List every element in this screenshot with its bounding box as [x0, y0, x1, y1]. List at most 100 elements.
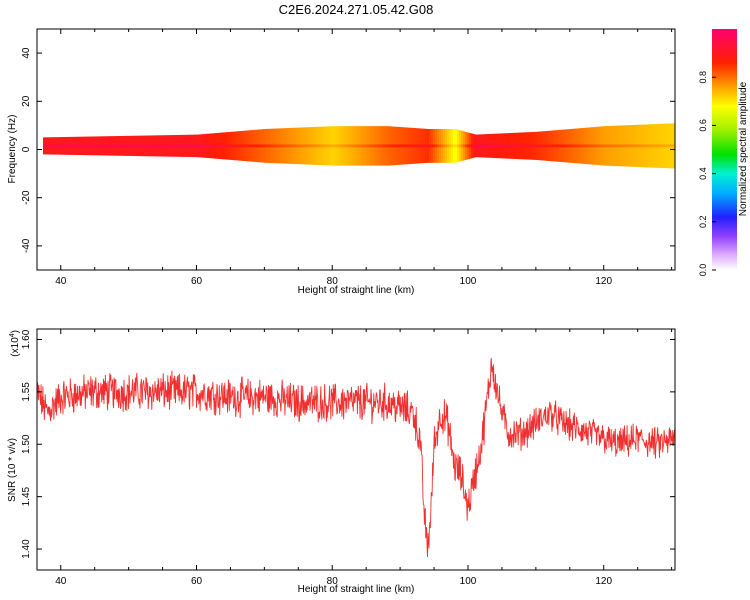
spectrogram-core-cell [581, 144, 584, 148]
spectrogram-core-cell [477, 144, 480, 148]
spectrogram-core-cell [103, 144, 106, 148]
spectrogram-core-cell [393, 144, 396, 148]
spectrogram-core-cell [157, 144, 160, 148]
spectrogram-core-cell [583, 144, 586, 148]
spectrogram-core-cell [407, 144, 410, 148]
spectrogram-core-cell [65, 144, 68, 148]
spectrogram-core-cell [507, 144, 510, 148]
spectrogram-core-cell [611, 144, 614, 148]
spectrogram-core-cell [453, 144, 456, 148]
snr-x-tick-label: 120 [595, 576, 612, 587]
spectrogram-core-cell [311, 144, 314, 148]
spectrogram-core-cell [539, 144, 542, 148]
spectrogram-core-cell [289, 144, 292, 148]
spectrogram-core-cell [151, 144, 154, 148]
spectrogram-core-cell [315, 144, 318, 148]
spectrogram-core-cell [399, 144, 402, 148]
spectrogram-core-cell [435, 144, 438, 148]
spectrogram-core-cell [519, 144, 522, 148]
spectrogram-core-cell [457, 144, 460, 148]
spectrogram-core-cell [277, 144, 280, 148]
spectrogram-core-cell [177, 144, 180, 148]
spectrogram-core-cell [417, 144, 420, 148]
spectrogram-core-cell [601, 144, 604, 148]
spectrogram-core-cell [55, 144, 58, 148]
spectrogram-core-cell [673, 144, 675, 148]
snr-y-axis-label: SNR (10 * v/v) [7, 438, 18, 502]
spectrogram-core-cell [219, 144, 222, 148]
colorbar-tick-label: 0.0 [698, 264, 708, 277]
spectrogram-core-cell [313, 144, 316, 148]
spectrogram-core-cell [587, 144, 590, 148]
spectrogram-core-cell [125, 144, 128, 148]
snr-multiplier-base: (x10 [10, 337, 21, 357]
spectrogram-core-cell [563, 144, 566, 148]
spectrogram-core-cell [671, 144, 674, 148]
spectrogram-core-cell [87, 144, 90, 148]
snr-panel: 40 60 80 100 120 1.40 1.45 1.50 1.55 1.60 Height… [7, 328, 676, 595]
spectrogram-core-cell [569, 144, 572, 148]
spectrogram-core-cell [451, 144, 454, 148]
spectrogram-core-cell [585, 144, 588, 148]
spectrogram-core-cell [275, 144, 278, 148]
spectrogram-core-cell [167, 144, 170, 148]
spectrogram-core-cell [317, 144, 320, 148]
spectrogram-core-cell [297, 144, 300, 148]
spectrogram-y-tick-label: 0 [21, 146, 32, 152]
spectrogram-core-cell [93, 144, 96, 148]
spectrogram-core-cell [599, 144, 602, 148]
spectrogram-core-cell [255, 144, 258, 148]
spectrogram-core-cell [431, 144, 434, 148]
spectrogram-core-cell [109, 144, 112, 148]
spectrogram-core-cell [281, 144, 284, 148]
spectrogram-core-cell [623, 144, 626, 148]
spectrogram-core-cell [523, 144, 526, 148]
spectrogram-core-cell [667, 144, 670, 148]
spectrogram-core-cell [299, 144, 302, 148]
spectrogram-core-cell [409, 144, 412, 148]
spectrogram-core-cell [303, 144, 306, 148]
spectrogram-core-cell [365, 144, 368, 148]
spectrogram-core-cell [629, 144, 632, 148]
spectrogram-core-cell [449, 144, 452, 148]
spectrogram-core-cell [657, 144, 660, 148]
spectrogram-core-cell [97, 144, 100, 148]
spectrogram-core-cell [615, 144, 618, 148]
spectrogram-core-cell [367, 144, 370, 148]
spectrogram-core-cell [555, 144, 558, 148]
spectrogram-core-cell [187, 144, 190, 148]
spectrogram-core-cell [291, 144, 294, 148]
spectrogram-core-cell [135, 144, 138, 148]
spectrogram-core-cell [415, 144, 418, 148]
spectrogram-core-cell [261, 144, 264, 148]
spectrogram-core-cell [455, 144, 458, 148]
spectrogram-core-cell [617, 144, 620, 148]
spectrogram-core-cell [627, 144, 630, 148]
snr-y-tick-label: 1.50 [21, 434, 32, 454]
spectrogram-core-cell [333, 144, 336, 148]
spectrogram-core-cell [575, 144, 578, 148]
spectrogram-core-cell [271, 144, 274, 148]
spectrogram-core-cell [337, 144, 340, 148]
spectrogram-core-cell [199, 144, 202, 148]
spectrogram-core-cell [531, 144, 534, 148]
spectrogram-core-cell [537, 144, 540, 148]
snr-x-ticks: 40 60 80 100 120 [55, 329, 673, 587]
spectrogram-core-cell [95, 144, 98, 148]
snr-x-tick-label: 80 [327, 576, 339, 587]
spectrogram-core-cell [545, 144, 548, 148]
spectrogram-core-cell [441, 144, 444, 148]
spectrogram-core-cell [437, 144, 440, 148]
spectrogram-core-cell [421, 144, 424, 148]
snr-y-tick-label: 1.55 [21, 382, 32, 402]
spectrogram-core-cell [559, 144, 562, 148]
spectrogram-core-cell [273, 144, 276, 148]
spectrogram-core-cell [185, 144, 188, 148]
snr-x-tick-label: 100 [460, 576, 477, 587]
spectrogram-core-cell [413, 144, 416, 148]
spectrogram-core-cell [633, 144, 636, 148]
spectrogram-core-cell [565, 144, 568, 148]
spectrogram-core-cell [561, 144, 564, 148]
spectrogram-core-cell [323, 144, 326, 148]
spectrogram-core-cell [505, 144, 508, 148]
